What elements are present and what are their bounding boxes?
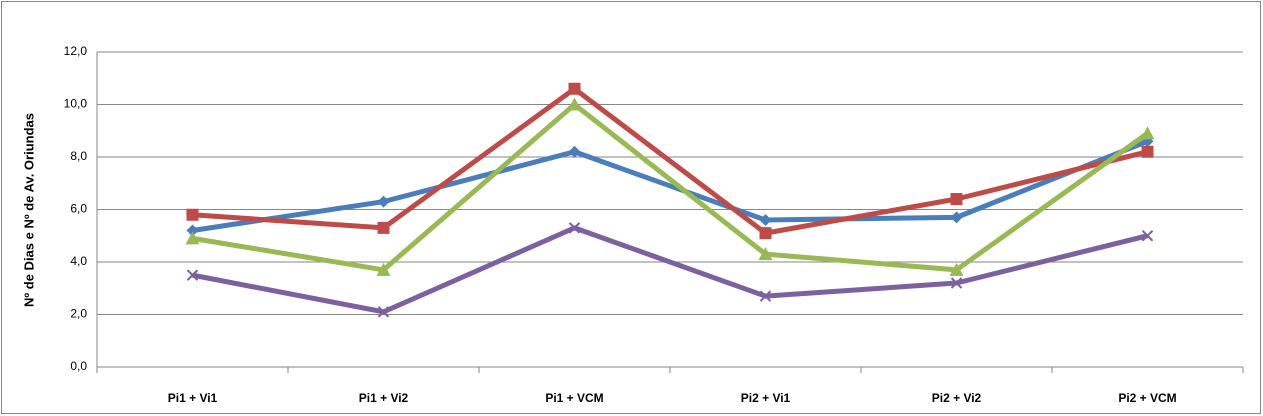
marker bbox=[377, 195, 390, 208]
marker bbox=[568, 145, 581, 158]
marker bbox=[186, 269, 199, 281]
marker bbox=[759, 290, 772, 302]
marker bbox=[758, 247, 773, 261]
marker bbox=[1140, 126, 1155, 140]
marker bbox=[950, 277, 963, 289]
marker bbox=[1141, 230, 1154, 242]
marker bbox=[1141, 145, 1154, 158]
y-tick-label: 10,0 bbox=[64, 97, 88, 111]
y-tick-label: 8,0 bbox=[70, 149, 87, 163]
x-tick-label: Pi2 + Vi2 bbox=[932, 391, 982, 405]
line bbox=[192, 225, 1149, 315]
y-tick-label: 6,0 bbox=[70, 202, 87, 216]
marker bbox=[377, 221, 390, 234]
y-axis-title: Nº de Dias e Nº de Av. Oriundas bbox=[21, 113, 36, 307]
marker bbox=[759, 214, 772, 226]
x-tick-label: Pi2 + VCM bbox=[1118, 391, 1176, 405]
marker bbox=[949, 262, 964, 276]
marker bbox=[185, 231, 200, 245]
line bbox=[192, 102, 1149, 273]
y-tick-label: 2,0 bbox=[70, 307, 87, 321]
x-tick-label: Pi1 + Vi2 bbox=[359, 391, 409, 405]
marker bbox=[759, 227, 772, 240]
marker bbox=[950, 211, 963, 224]
marker bbox=[568, 222, 581, 234]
marker bbox=[377, 306, 390, 318]
marker bbox=[567, 97, 582, 111]
x-tick-label: Pi1 + Vi1 bbox=[168, 391, 218, 405]
marker bbox=[376, 262, 391, 276]
marker bbox=[186, 208, 199, 221]
x-tick-label: Pi1 + VCM bbox=[545, 391, 603, 405]
marker bbox=[568, 82, 581, 95]
line bbox=[192, 86, 1149, 236]
x-tick-label: Pi2 + Vi1 bbox=[741, 391, 791, 405]
marker bbox=[186, 224, 199, 237]
y-tick-label: 0,0 bbox=[70, 359, 87, 373]
marker bbox=[950, 193, 963, 205]
y-tick-label: 4,0 bbox=[70, 254, 87, 268]
y-tick-label: 12,0 bbox=[64, 44, 88, 58]
line bbox=[192, 138, 1149, 233]
